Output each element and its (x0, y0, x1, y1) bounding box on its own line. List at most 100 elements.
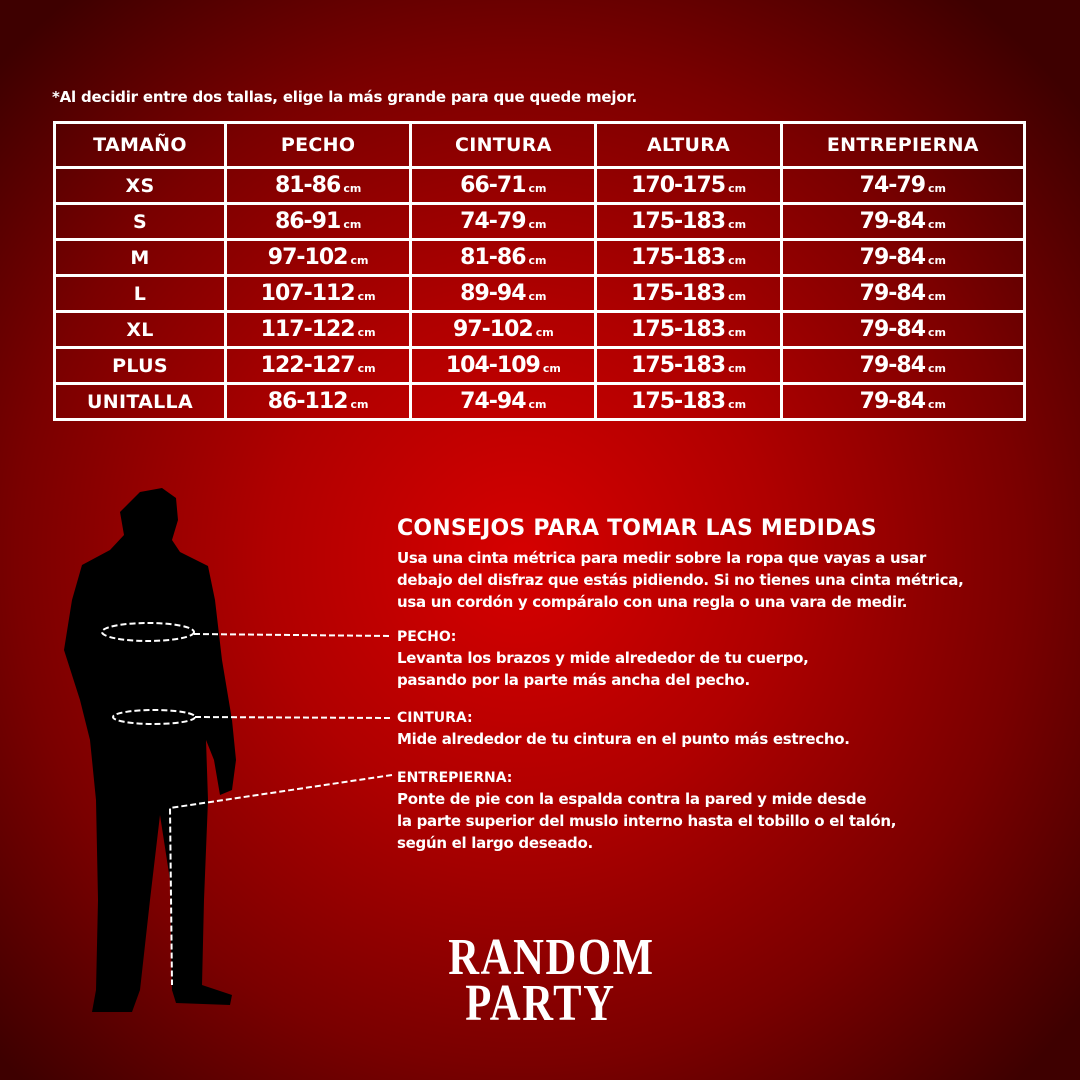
measure-value: 122-127 (260, 353, 356, 378)
unit-label: cm (542, 362, 561, 375)
unit-label: cm (928, 326, 947, 339)
measure-value: 175-183 (631, 317, 726, 342)
measure-cell: 107-112 cm (224, 274, 413, 313)
measure-cell: 89-94 cm (409, 274, 598, 313)
size-cell: UNITALLA (52, 382, 228, 421)
measure-value: 74-79 (460, 209, 526, 234)
measure-value: 81-86 (274, 173, 341, 198)
table-row: S 86-91 cm 74-79 cm 175-183 cm 79-84 cm (52, 202, 1027, 241)
unit-label: cm (928, 398, 947, 411)
unit-label: cm (357, 290, 376, 303)
logo-line-1: RANDOM (448, 929, 655, 986)
column-header: ALTURA (594, 121, 783, 169)
table-row: XS 81-86 cm 66-71 cm 170-175 cm 74-79 cm (52, 166, 1027, 205)
inseam-line: según el largo deseado. (397, 834, 593, 852)
unit-label: cm (928, 182, 947, 195)
measure-cell: 86-91 cm (224, 202, 413, 241)
measure-cell: 170-175 cm (594, 166, 783, 205)
unit-label: cm (928, 362, 947, 375)
measure-cell: 104-109 cm (409, 346, 598, 385)
measure-value: 175-183 (631, 209, 726, 234)
table-row: UNITALLA 86-112 cm 74-94 cm 175-183 cm 79-84 cm (52, 382, 1027, 421)
size-cell: XL (52, 310, 228, 349)
measure-cell: 79-84 cm (779, 274, 1027, 313)
measure-cell: 74-79 cm (409, 202, 598, 241)
measure-value: 117-122 (260, 317, 356, 342)
inseam-title: ENTREPIERNA: (397, 770, 513, 786)
measure-value: 175-183 (631, 245, 726, 270)
person-silhouette (64, 488, 236, 1012)
measure-value: 74-79 (859, 173, 926, 198)
measure-value: 86-112 (267, 389, 349, 414)
unit-label: cm (728, 290, 747, 303)
unit-label: cm (728, 398, 747, 411)
measure-cell: 81-86 cm (409, 238, 598, 277)
inseam-line: Ponte de pie con la espalda contra la pa… (397, 790, 867, 808)
measure-value: 175-183 (631, 281, 726, 306)
tips-title: CONSEJOS PARA TOMAR LAS MEDIDAS (397, 516, 877, 541)
tips-intro-line: debajo del disfraz que estás pidiendo. S… (397, 571, 964, 589)
measure-value: 79-84 (859, 317, 926, 342)
chest-pointer-line (193, 633, 393, 637)
measure-cell: 81-86 cm (224, 166, 413, 205)
measure-cell: 175-183 cm (594, 202, 783, 241)
column-header: TAMAÑO (52, 121, 228, 169)
measure-cell: 66-71 cm (409, 166, 598, 205)
waist-section: CINTURA: Mide alrededor de tu cintura en… (397, 708, 1037, 750)
measure-cell: 79-84 cm (779, 202, 1027, 241)
measure-value: 79-84 (859, 209, 926, 234)
table-row: XL 117-122 cm 97-102 cm 175-183 cm 79-84 cm (52, 310, 1027, 349)
unit-label: cm (535, 326, 554, 339)
measure-value: 81-86 (460, 245, 526, 270)
logo-line-2: PARTY (465, 975, 616, 1032)
measure-cell: 175-183 cm (594, 346, 783, 385)
inseam-pointer-line (168, 774, 393, 986)
measure-value: 86-91 (274, 209, 341, 234)
measure-cell: 79-84 cm (779, 310, 1027, 349)
size-cell: XS (52, 166, 228, 205)
measure-value: 97-102 (267, 245, 349, 270)
measure-value: 89-94 (460, 281, 526, 306)
unit-label: cm (357, 326, 376, 339)
unit-label: cm (528, 290, 547, 303)
table-header-row: TAMAÑO PECHO CINTURA ALTURA ENTREPIERNA (52, 121, 1027, 169)
measure-value: 79-84 (859, 245, 926, 270)
measure-cell: 175-183 cm (594, 274, 783, 313)
measure-cell: 97-102 cm (409, 310, 598, 349)
measure-value: 175-183 (631, 389, 726, 414)
random-party-logo: RANDOM PARTY (428, 929, 655, 1032)
measure-cell: 97-102 cm (224, 238, 413, 277)
measure-cell: 79-84 cm (779, 346, 1027, 385)
measure-cell: 175-183 cm (594, 382, 783, 421)
size-chart-table: TAMAÑO PECHO CINTURA ALTURA ENTREPIERNA XS 81… (52, 121, 1027, 421)
chest-title: PECHO: (397, 629, 457, 645)
size-cell: L (52, 274, 228, 313)
tips-intro-line: usa un cordón y compáralo con una regla … (397, 593, 908, 611)
table-row: M 97-102 cm 81-86 cm 175-183 cm 79-84 cm (52, 238, 1027, 277)
waist-pointer-line (194, 716, 393, 719)
size-cell: S (52, 202, 228, 241)
measure-cell: 86-112 cm (224, 382, 413, 421)
measure-cell: 74-79 cm (779, 166, 1027, 205)
unit-label: cm (928, 254, 947, 267)
column-header: CINTURA (409, 121, 598, 169)
unit-label: cm (357, 362, 376, 375)
measure-cell: 79-84 cm (779, 382, 1027, 421)
unit-label: cm (343, 218, 362, 231)
measure-cell: 175-183 cm (594, 310, 783, 349)
measure-value: 170-175 (631, 173, 726, 198)
unit-label: cm (728, 326, 747, 339)
unit-label: cm (928, 290, 947, 303)
size-cell: M (52, 238, 228, 277)
measure-cell: 117-122 cm (224, 310, 413, 349)
unit-label: cm (728, 254, 747, 267)
inseam-line: la parte superior del muslo interno hast… (397, 812, 897, 830)
inseam-section: ENTREPIERNA: Ponte de pie con la espalda… (397, 768, 1037, 854)
unit-label: cm (343, 182, 362, 195)
unit-label: cm (528, 218, 547, 231)
size-note: *Al decidir entre dos tallas, elige la m… (52, 88, 638, 106)
table-row: PLUS 122-127 cm 104-109 cm 175-183 cm 79-84 cm (52, 346, 1027, 385)
chest-line: pasando por la parte más ancha del pecho… (397, 671, 750, 689)
column-header: PECHO (224, 121, 413, 169)
measure-value: 97-102 (453, 317, 534, 342)
